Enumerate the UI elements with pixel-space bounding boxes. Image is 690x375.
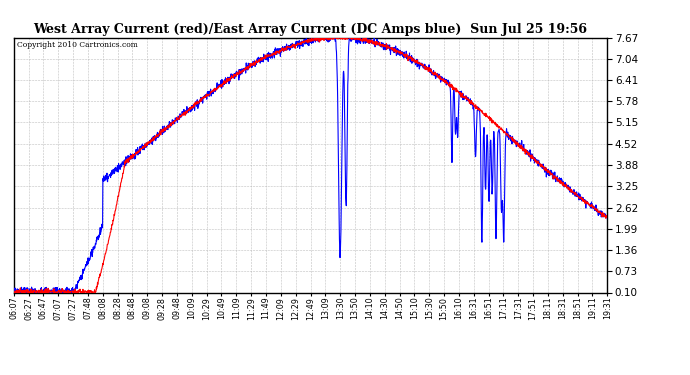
Title: West Array Current (red)/East Array Current (DC Amps blue)  Sun Jul 25 19:56: West Array Current (red)/East Array Curr… [34, 23, 587, 36]
Text: Copyright 2010 Cartronics.com: Copyright 2010 Cartronics.com [17, 41, 137, 50]
